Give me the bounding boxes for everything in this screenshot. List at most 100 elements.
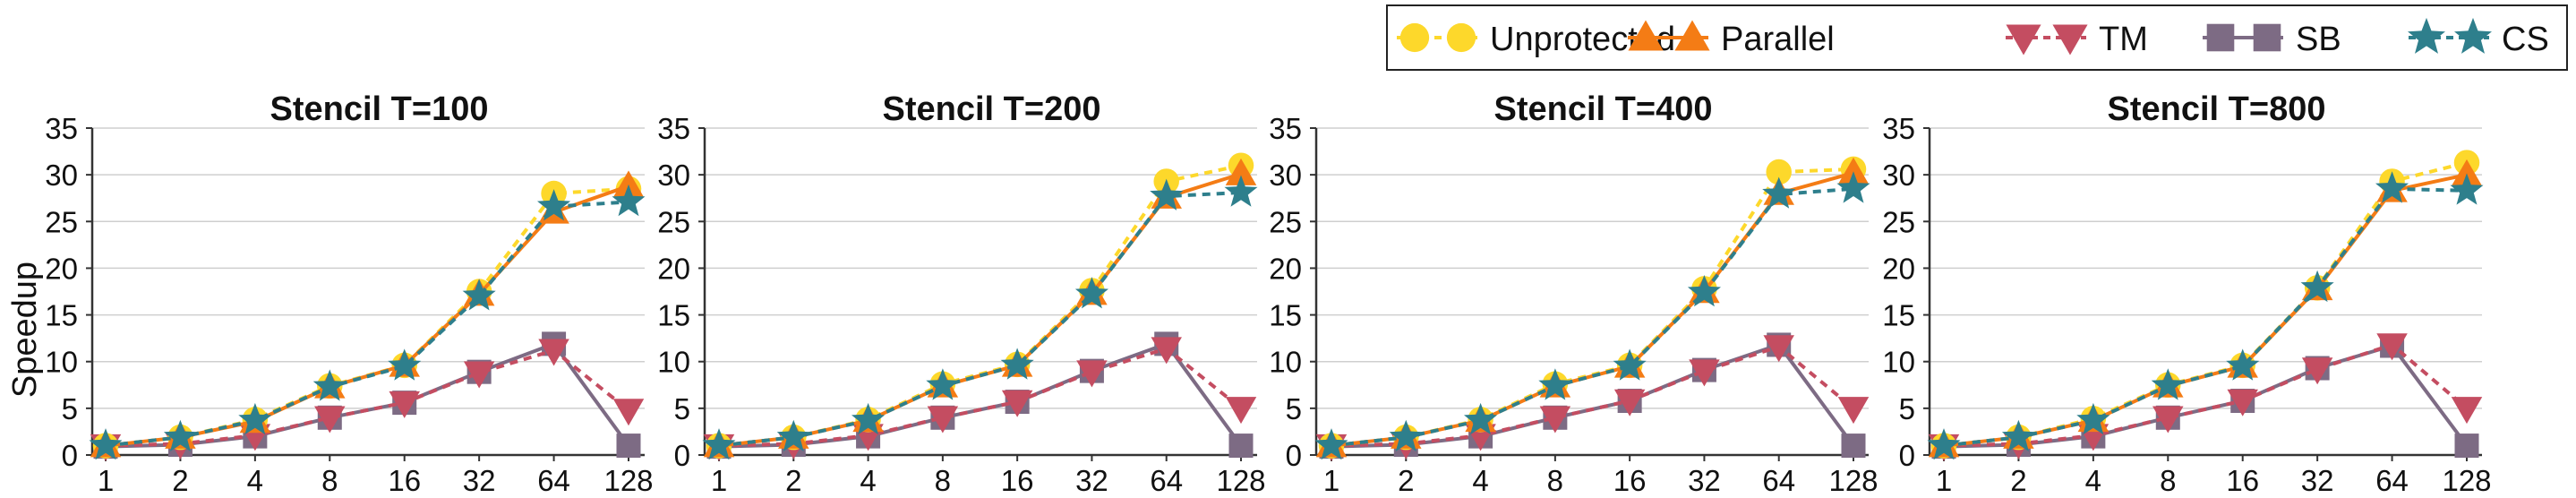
- data-point-cs: [388, 348, 422, 381]
- x-tick-label: 32: [463, 464, 496, 497]
- series-line-cs: [1943, 186, 2468, 448]
- data-point-cs: [1314, 428, 1348, 460]
- series-line-tm: [1331, 344, 1855, 448]
- series-line-cs: [1331, 186, 1854, 448]
- data-point-tm: [612, 399, 645, 426]
- data-point-tm: [927, 406, 959, 434]
- y-tick-label: 30: [1882, 159, 1915, 192]
- series-line-parallel: [1943, 173, 2468, 448]
- x-tick-label: 2: [2010, 464, 2026, 497]
- data-point-cs: [2226, 348, 2260, 381]
- legend-marker-sb: [2253, 23, 2281, 52]
- series-line-unprotected: [105, 186, 629, 448]
- x-tick-label: 2: [172, 464, 188, 497]
- x-tick-label: 4: [860, 464, 876, 497]
- data-point-cs: [163, 419, 197, 451]
- series-line-parallel: [105, 184, 629, 448]
- data-point-tm: [1613, 389, 1646, 416]
- data-point-cs: [1836, 171, 1870, 203]
- y-tick-label: 5: [62, 392, 78, 425]
- x-tick-label: 2: [1398, 464, 1414, 497]
- data-point-cs: [1000, 348, 1034, 380]
- data-point-sb: [2454, 434, 2479, 459]
- chart-title: Stencil T=800: [2108, 90, 2326, 128]
- y-tick-label: 15: [45, 299, 78, 332]
- legend-marker-cs: [2408, 17, 2445, 54]
- chart-title: Stencil T=100: [270, 90, 489, 128]
- data-point-tm: [389, 391, 420, 418]
- y-tick-label: 5: [1286, 392, 1302, 425]
- data-point-tm: [2227, 389, 2258, 416]
- y-tick-label: 15: [1882, 299, 1915, 332]
- y-tick-label: 20: [1269, 252, 1302, 285]
- legend-label-parallel: Parallel: [1721, 21, 1835, 58]
- y-tick-label: 5: [674, 392, 690, 425]
- y-tick-label: 35: [1269, 112, 1302, 145]
- y-tick-label: 5: [1899, 392, 1915, 425]
- y-tick-label: 20: [657, 252, 690, 285]
- y-tick-label: 25: [657, 205, 690, 238]
- data-point-cs: [926, 368, 960, 400]
- data-point-cs: [1464, 402, 1498, 435]
- data-point-tm: [1076, 360, 1108, 388]
- data-point-cs: [1762, 176, 1796, 209]
- y-tick-label: 0: [1899, 439, 1915, 472]
- data-point-cs: [1074, 277, 1108, 309]
- x-tick-label: 1: [98, 464, 114, 497]
- legend-box: [1386, 4, 2568, 71]
- y-tick-label: 15: [1269, 299, 1302, 332]
- x-tick-label: 64: [537, 464, 570, 497]
- x-tick-label: 128: [1828, 464, 1878, 497]
- y-tick-label: 25: [45, 205, 78, 238]
- y-tick-label: 20: [1882, 252, 1915, 285]
- legend-label-cs: CS: [2502, 21, 2549, 58]
- x-tick-label: 8: [935, 464, 951, 497]
- y-tick-label: 0: [1286, 439, 1302, 472]
- series-line-tm: [105, 348, 630, 448]
- chart-title: Stencil T=400: [1494, 90, 1713, 128]
- data-point-cs: [1927, 428, 1961, 460]
- chart-panel-2: 0 5 10 15 20 25 30 35 1 2 4 8 16 32 64 128 Stencil T=200: [657, 90, 1265, 497]
- x-tick-label: 16: [388, 464, 421, 497]
- data-point-cs: [776, 419, 810, 451]
- series-line-tm: [1943, 342, 2469, 448]
- x-tick-label: 16: [1001, 464, 1034, 497]
- data-point-cs: [1538, 368, 1572, 400]
- x-tick-label: 8: [1547, 464, 1563, 497]
- x-tick-label: 64: [1150, 464, 1183, 497]
- series-line-tm: [718, 346, 1243, 448]
- y-tick-label: 35: [1882, 112, 1915, 145]
- x-tick-label: 16: [1613, 464, 1647, 497]
- series-line-unprotected: [1331, 167, 1854, 448]
- x-tick-label: 128: [1216, 464, 1265, 497]
- series-line-parallel: [1331, 171, 1854, 448]
- y-tick-label: 35: [45, 112, 78, 145]
- y-tick-label: 25: [1269, 205, 1302, 238]
- x-tick-label: 32: [1075, 464, 1108, 497]
- x-tick-label: 128: [603, 464, 653, 497]
- data-point-tm: [1539, 406, 1571, 434]
- data-point-cs: [1389, 419, 1423, 451]
- data-point-cs: [702, 428, 736, 460]
- data-point-tm: [463, 361, 495, 389]
- data-point-cs: [2151, 368, 2185, 400]
- series-line-parallel: [718, 172, 1242, 448]
- chart-title: Stencil T=200: [883, 90, 1101, 128]
- y-tick-label: 10: [45, 346, 78, 379]
- legend-marker-sb: [2206, 23, 2235, 52]
- y-tick-label: 35: [657, 112, 690, 145]
- data-point-parallel: [1225, 158, 1257, 185]
- data-point-cs: [2001, 419, 2035, 451]
- data-point-tm: [1689, 359, 1720, 387]
- x-tick-label: 8: [2160, 464, 2176, 497]
- data-point-cs: [852, 402, 886, 435]
- legend-marker-parallel: [1674, 20, 1710, 51]
- x-tick-label: 4: [2085, 464, 2101, 497]
- data-point-tm: [2451, 397, 2483, 425]
- x-tick-label: 4: [247, 464, 263, 497]
- legend-label-tm: TM: [2099, 21, 2148, 58]
- data-point-cs: [2300, 270, 2334, 303]
- y-tick-label: 30: [1269, 159, 1302, 192]
- chart-panel-3: 0 5 10 15 20 25 30 35 1 2 4 8 16 32 64 128 Stencil T=400: [1269, 90, 1878, 497]
